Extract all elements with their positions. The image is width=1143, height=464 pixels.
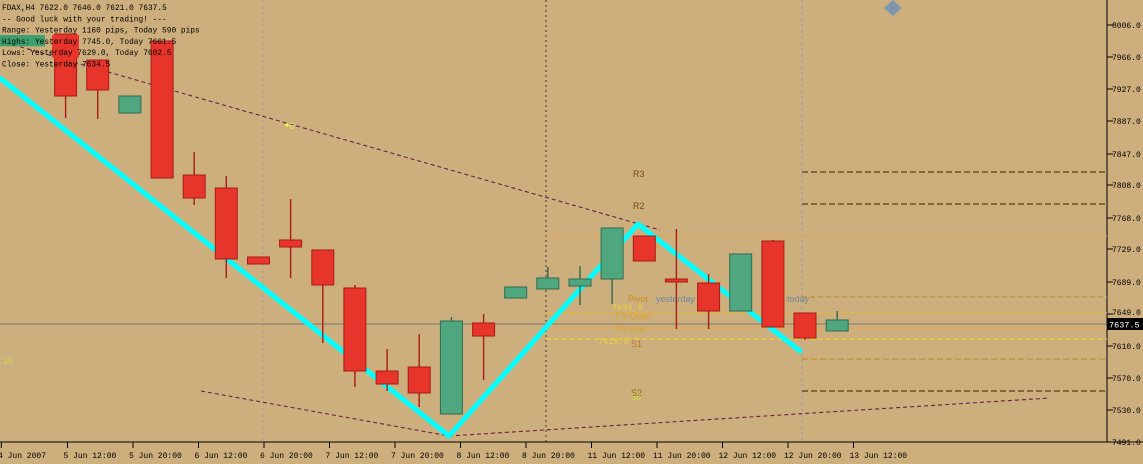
svg-text:-- Good luck with your trading: -- Good luck with your trading! --- [2,15,167,24]
svg-text:5 Jun 12:00: 5 Jun 12:00 [64,452,117,461]
svg-text:11 Jun 20:00: 11 Jun 20:00 [653,452,711,461]
svg-text:13 Jun 12:00: 13 Jun 12:00 [850,452,908,461]
svg-text:R3: R3 [633,169,645,179]
svg-text:7 Jun 12:00: 7 Jun 12:00 [326,452,379,461]
svg-text:today: today [787,294,810,304]
svg-text:7491.0: 7491.0 [1112,439,1141,448]
svg-text:8 Jun 12:00: 8 Jun 12:00 [457,452,510,461]
svg-text:Close: Yesterday 7634.5: Close: Yesterday 7634.5 [2,61,111,70]
svg-text:4 Jun 2007: 4 Jun 2007 [0,452,46,461]
svg-text:7570.0: 7570.0 [1112,375,1141,384]
svg-text:7966.0: 7966.0 [1112,54,1141,63]
svg-text:5 Jun 20:00: 5 Jun 20:00 [129,452,182,461]
svg-text:R2: R2 [633,201,645,211]
svg-text:7637.5: 7637.5 [1109,321,1140,331]
svg-text:6: 6 [289,121,294,131]
svg-text:6 Jun 20:00: 6 Jun 20:00 [260,452,313,461]
svg-text:S1: S1 [631,339,642,349]
svg-text:7618.0: 7618.0 [598,337,629,347]
svg-text:7768.0: 7768.0 [1112,215,1141,224]
svg-text:Range: Yesterday 1160 pips, To: Range: Yesterday 1160 pips, Today 590 pi… [2,27,200,36]
svg-text:7610.0: 7610.0 [1112,343,1141,352]
svg-text:11 Jun 12:00: 11 Jun 12:00 [588,452,646,461]
svg-text:6 Jun 12:00: 6 Jun 12:00 [195,452,248,461]
svg-text:58: 58 [631,392,641,402]
svg-text:7808.0: 7808.0 [1112,182,1141,191]
svg-text:18: 18 [3,356,13,366]
svg-text:12 Jun 12:00: 12 Jun 12:00 [719,452,777,461]
svg-text:8006.0: 8006.0 [1112,22,1141,31]
svg-text:7530.0: 7530.0 [1112,407,1141,416]
svg-text:7649.0: 7649.0 [1112,309,1141,318]
svg-text:T's Low: T's Low [615,324,646,334]
svg-text:8 Jun 20:00: 8 Jun 20:00 [522,452,575,461]
svg-text:Lows: Yesterday 7629.0, Today: Lows: Yesterday 7629.0, Today 7602.5 [2,49,172,58]
svg-text:7887.0: 7887.0 [1112,118,1141,127]
svg-text:7847.0: 7847.0 [1112,151,1141,160]
svg-text:7927.0: 7927.0 [1112,86,1141,95]
svg-text:7634.0: 7634.0 [612,303,643,313]
svg-text:FDAX,H4 7622.0 7646.0 7621.0: FDAX,H4 7622.0 7646.0 7621.0 7637.5 [2,4,167,13]
svg-text:7689.0: 7689.0 [1112,279,1141,288]
svg-text:7729.0: 7729.0 [1112,246,1141,255]
svg-text:12 Jun 20:00: 12 Jun 20:00 [784,452,842,461]
svg-text:7 Jun 20:00: 7 Jun 20:00 [391,452,444,461]
svg-text:Highs: Yesterday 7745.0, Today: Highs: Yesterday 7745.0, Today 7661.5 [2,38,176,47]
